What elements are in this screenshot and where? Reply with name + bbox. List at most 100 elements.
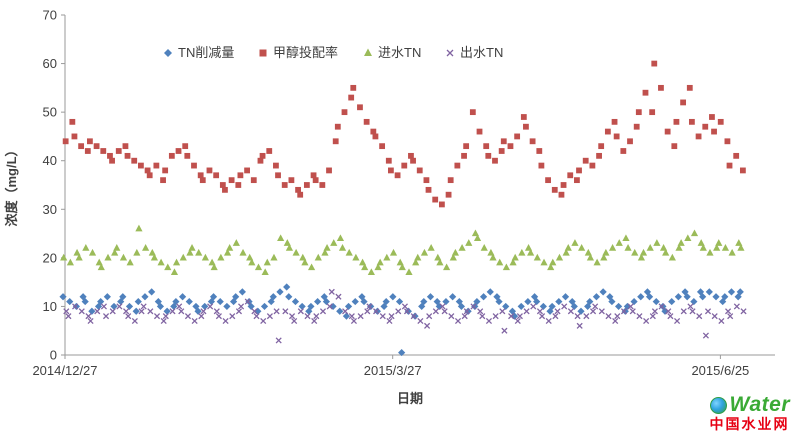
data-point <box>360 297 368 306</box>
data-point <box>516 313 523 320</box>
data-point <box>727 313 734 320</box>
data-point <box>304 313 311 320</box>
data-point <box>344 302 353 311</box>
data-point <box>686 84 693 91</box>
data-point <box>620 148 627 154</box>
data-point <box>322 297 331 306</box>
data-point <box>207 303 214 310</box>
data-point <box>533 297 541 306</box>
data-point <box>206 167 213 174</box>
data-point <box>288 313 296 320</box>
data-point <box>383 253 391 261</box>
data-point <box>291 317 298 325</box>
data-point <box>696 288 705 296</box>
data-point <box>418 302 426 311</box>
data-point <box>479 313 486 320</box>
data-point <box>298 302 306 311</box>
data-point <box>319 308 327 315</box>
data-point <box>259 152 266 159</box>
data-point <box>602 248 610 256</box>
data-point <box>408 152 414 159</box>
data-point <box>631 248 639 256</box>
data-point <box>717 118 724 125</box>
data-point <box>374 263 382 271</box>
data-point <box>740 308 747 315</box>
data-point <box>311 317 318 325</box>
data-point <box>388 313 395 320</box>
data-point <box>705 288 713 296</box>
data-point <box>443 263 451 271</box>
data-point <box>223 248 232 256</box>
data-point <box>539 302 547 311</box>
data-point <box>448 313 455 320</box>
data-point <box>736 288 744 296</box>
data-point <box>184 152 191 159</box>
data-point <box>389 293 397 301</box>
data-point <box>454 162 461 169</box>
data-point <box>232 293 240 301</box>
data-point <box>471 302 479 311</box>
data-point <box>373 308 380 315</box>
data-point <box>417 317 424 325</box>
data-point <box>404 307 412 315</box>
data-point <box>273 308 280 315</box>
data-point <box>216 297 224 306</box>
data-point <box>652 297 660 306</box>
data-point <box>336 307 344 315</box>
data-point <box>141 293 149 301</box>
data-point <box>119 293 127 301</box>
data-point <box>201 253 210 261</box>
data-point <box>82 244 90 251</box>
data-point <box>361 263 369 271</box>
data-point <box>301 258 309 266</box>
data-point <box>363 118 370 125</box>
data-point <box>257 157 264 164</box>
data-point <box>100 303 107 310</box>
data-point <box>449 253 457 261</box>
data-point <box>524 297 532 306</box>
data-point <box>288 177 295 184</box>
data-point <box>577 307 585 315</box>
data-point <box>250 177 257 184</box>
y-tick-label: 50 <box>43 105 57 120</box>
data-point <box>348 313 355 320</box>
data-point <box>479 293 488 301</box>
data-point <box>194 307 202 315</box>
data-point <box>178 293 187 301</box>
data-point <box>427 244 435 251</box>
data-point <box>124 152 131 159</box>
data-point <box>103 293 111 301</box>
data-point <box>476 128 483 135</box>
data-point <box>297 191 304 198</box>
data-point <box>116 303 123 310</box>
data-point <box>608 297 616 306</box>
data-point <box>342 312 351 320</box>
data-point <box>376 258 384 266</box>
x-tick-label: 2015/3/27 <box>364 363 422 378</box>
data-point <box>555 253 564 261</box>
data-point <box>645 293 654 301</box>
data-point <box>545 177 551 184</box>
data-point <box>394 172 401 179</box>
data-point <box>283 239 291 246</box>
data-point <box>179 253 187 261</box>
data-point <box>438 201 445 208</box>
legend-label: TN削减量 <box>178 45 234 60</box>
data-point <box>191 317 198 325</box>
data-point <box>646 244 654 251</box>
data-point <box>668 253 676 261</box>
data-point <box>711 313 718 320</box>
data-point <box>680 99 687 106</box>
data-point <box>564 244 572 251</box>
data-point <box>547 263 555 271</box>
data-point <box>229 297 238 306</box>
data-point <box>434 253 442 261</box>
data-point <box>321 248 329 256</box>
data-point <box>382 297 390 306</box>
data-point <box>85 313 92 320</box>
data-point <box>162 167 169 174</box>
data-point <box>97 263 105 271</box>
data-point <box>373 307 381 315</box>
